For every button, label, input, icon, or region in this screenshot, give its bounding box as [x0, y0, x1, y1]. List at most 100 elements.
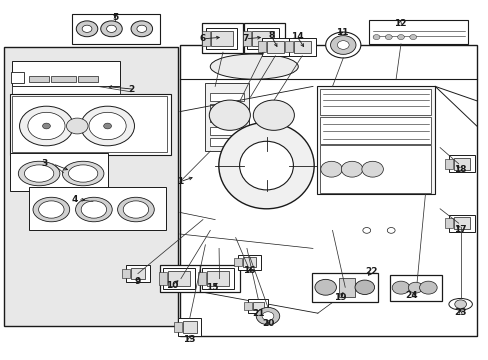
Bar [210, 31, 232, 46]
Circle shape [354, 280, 374, 294]
Bar [122, 269, 129, 278]
Circle shape [66, 118, 88, 134]
Bar [201, 31, 209, 46]
Ellipse shape [33, 197, 69, 222]
Bar [11, 72, 24, 83]
Bar [12, 96, 167, 152]
Bar [210, 138, 244, 146]
Text: 7: 7 [242, 34, 248, 43]
Ellipse shape [68, 165, 98, 182]
Ellipse shape [210, 54, 298, 79]
Bar [252, 302, 263, 310]
Text: 11: 11 [335, 28, 348, 37]
Bar [210, 93, 244, 101]
Circle shape [454, 300, 466, 309]
Circle shape [419, 281, 436, 294]
Bar [12, 86, 120, 97]
Text: 9: 9 [134, 277, 141, 286]
Circle shape [391, 281, 409, 294]
Bar [125, 265, 150, 282]
Bar [262, 38, 288, 56]
Text: 17: 17 [453, 225, 466, 234]
Circle shape [20, 106, 73, 146]
Bar [247, 299, 268, 313]
Text: 15: 15 [206, 283, 219, 292]
Bar [210, 127, 244, 135]
Bar [205, 83, 249, 151]
Bar [320, 145, 430, 193]
Text: 6: 6 [200, 34, 205, 43]
Circle shape [76, 21, 98, 37]
Bar [320, 89, 430, 115]
Bar [174, 322, 182, 332]
Text: 19: 19 [333, 292, 346, 302]
Bar [445, 218, 452, 228]
Bar [448, 155, 474, 172]
Circle shape [103, 123, 111, 129]
Bar [202, 23, 243, 53]
Bar [448, 215, 474, 232]
Bar [316, 86, 434, 194]
Ellipse shape [219, 122, 314, 209]
Bar [243, 31, 251, 46]
Text: 24: 24 [405, 292, 417, 300]
Circle shape [28, 112, 65, 140]
Text: 3: 3 [42, 159, 48, 168]
Bar [247, 28, 278, 49]
Bar [368, 20, 468, 44]
Ellipse shape [325, 32, 360, 58]
Bar [242, 257, 256, 267]
Text: 20: 20 [261, 319, 274, 328]
Ellipse shape [76, 197, 112, 222]
Text: 2: 2 [128, 85, 134, 94]
Circle shape [81, 106, 134, 146]
Circle shape [320, 161, 342, 177]
Circle shape [262, 312, 273, 320]
Bar [180, 45, 476, 336]
Text: 10: 10 [165, 281, 178, 289]
Bar [389, 275, 441, 301]
Text: 14: 14 [290, 32, 303, 41]
Circle shape [131, 21, 152, 37]
Bar [243, 23, 284, 53]
Text: 23: 23 [453, 308, 466, 317]
Bar [160, 265, 200, 292]
Bar [252, 31, 273, 46]
Text: 21: 21 [251, 309, 264, 318]
Bar [4, 47, 178, 326]
Ellipse shape [239, 141, 293, 190]
Circle shape [337, 41, 348, 49]
Bar [207, 271, 228, 286]
Bar [293, 41, 310, 53]
Ellipse shape [19, 161, 60, 186]
Bar [10, 94, 171, 155]
Circle shape [362, 228, 370, 233]
Ellipse shape [123, 201, 148, 218]
Bar [244, 302, 251, 310]
Text: 18: 18 [453, 165, 466, 174]
Text: 5: 5 [112, 13, 118, 22]
Circle shape [89, 112, 126, 140]
Bar [266, 41, 283, 53]
Ellipse shape [118, 197, 154, 222]
Circle shape [409, 35, 416, 40]
Bar [202, 268, 233, 289]
Circle shape [341, 161, 362, 177]
Ellipse shape [448, 298, 471, 310]
Bar [159, 272, 167, 285]
Bar [183, 321, 196, 333]
Bar [199, 265, 239, 292]
Circle shape [386, 228, 394, 233]
Circle shape [256, 307, 279, 325]
Bar [168, 271, 189, 286]
Circle shape [372, 35, 379, 40]
Bar [284, 41, 292, 52]
Text: 16: 16 [243, 266, 255, 275]
Circle shape [330, 36, 355, 54]
Ellipse shape [39, 201, 64, 218]
Bar [311, 273, 377, 302]
Bar [233, 258, 241, 266]
Bar [210, 104, 244, 112]
Bar [205, 28, 237, 49]
Circle shape [137, 25, 146, 32]
